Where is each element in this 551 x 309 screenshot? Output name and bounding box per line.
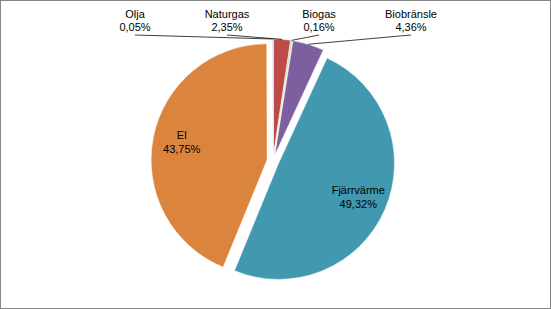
slice-value-label: 49,32%: [340, 198, 378, 210]
leader-line: [292, 35, 319, 40]
slice-label: El: [177, 129, 187, 141]
chart: Fjärrvärme 49,32% El 43,75% Olja0,05% Naturga…: [0, 0, 551, 309]
slice-label: Biobränsle: [385, 8, 437, 20]
slice-value-label: 43,75%: [163, 143, 201, 155]
data-labels: Fjärrvärme 49,32% El 43,75% Olja0,05% Naturga…: [119, 8, 437, 210]
slice-label: Biogas: [302, 8, 336, 20]
pie-slice: [151, 44, 267, 267]
chart-frame: [1, 1, 551, 309]
pie-slice: [272, 39, 273, 155]
slice-value-label: 2,35%: [211, 21, 242, 33]
slice-value-label: 0,05%: [119, 21, 150, 33]
slice-label: Olja: [125, 8, 145, 20]
pie: [151, 39, 394, 279]
slice-label: Naturgas: [205, 8, 250, 20]
leader-line: [308, 35, 411, 44]
slice-value-label: 4,36%: [395, 21, 426, 33]
leader-line: [227, 35, 282, 39]
slice-label: Fjärrvärme: [332, 184, 385, 196]
slice-value-label: 0,16%: [303, 21, 334, 33]
